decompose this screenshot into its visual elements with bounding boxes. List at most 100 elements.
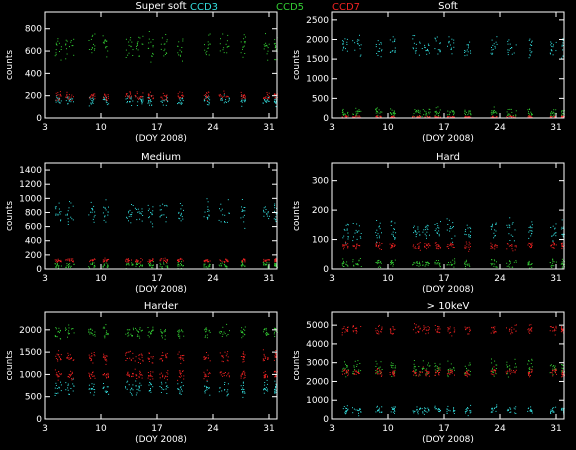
data-point-ccd3 (466, 44, 468, 46)
data-point-ccd3 (343, 235, 345, 237)
data-point-ccd3 (65, 214, 67, 216)
data-point-ccd5 (266, 332, 267, 334)
data-point-ccd3 (425, 235, 427, 237)
data-point-ccd3 (242, 387, 244, 389)
data-point-ccd5 (375, 108, 377, 110)
data-point-ccd7 (347, 116, 349, 118)
data-point-ccd3 (207, 206, 209, 208)
data-point-ccd5 (435, 365, 437, 366)
data-point-ccd7 (427, 371, 429, 373)
data-point-ccd5 (94, 331, 96, 333)
data-point-ccd7 (224, 351, 226, 353)
data-point-ccd7 (389, 374, 391, 376)
data-point-ccd5 (390, 262, 392, 263)
data-point-ccd3 (220, 210, 222, 212)
data-point-ccd5 (265, 333, 267, 335)
data-point-ccd7 (468, 374, 470, 376)
data-point-ccd3 (67, 221, 69, 223)
data-point-ccd7 (59, 91, 61, 93)
data-point-ccd5 (506, 265, 508, 267)
data-point-ccd3 (88, 214, 90, 216)
data-point-ccd3 (344, 229, 346, 231)
data-point-ccd5 (426, 372, 428, 373)
data-point-ccd3 (427, 407, 429, 409)
data-point-ccd7 (550, 245, 552, 247)
y-tick-label: 0 (323, 265, 329, 275)
data-point-ccd7 (149, 375, 151, 377)
data-point-ccd7 (221, 355, 223, 357)
data-point-ccd7 (59, 356, 61, 358)
data-point-ccd5 (495, 368, 497, 369)
data-point-ccd5 (55, 266, 56, 268)
data-point-ccd7 (454, 116, 455, 118)
data-point-ccd5 (152, 45, 154, 46)
data-point-ccd3 (554, 228, 556, 230)
data-point-ccd3 (413, 227, 414, 229)
data-point-ccd7 (552, 330, 554, 332)
data-point-ccd5 (208, 329, 210, 331)
x-axis-label-3: (DOY 2008) (135, 285, 187, 295)
data-point-ccd3 (562, 40, 564, 42)
data-point-ccd7 (493, 366, 495, 368)
data-point-ccd3 (353, 236, 354, 238)
data-point-ccd3 (425, 49, 427, 51)
data-point-ccd7 (425, 375, 427, 377)
data-point-ccd3 (224, 101, 226, 103)
data-point-ccd3 (68, 100, 70, 102)
data-point-ccd7 (221, 260, 223, 262)
data-point-ccd7 (152, 357, 154, 359)
x-tick-label: 24 (494, 424, 506, 434)
data-point-ccd3 (127, 101, 128, 102)
data-point-ccd3 (439, 410, 441, 412)
y-tick-label: 3000 (306, 359, 329, 369)
data-point-ccd3 (434, 37, 436, 39)
data-point-ccd7 (275, 371, 277, 373)
data-point-ccd3 (224, 221, 225, 222)
data-point-ccd3 (183, 209, 184, 211)
data-point-ccd3 (149, 100, 151, 102)
data-point-ccd7 (265, 260, 267, 262)
data-point-ccd7 (380, 116, 382, 118)
data-point-ccd7 (56, 372, 58, 374)
data-point-ccd3 (203, 216, 205, 218)
data-point-ccd7 (562, 332, 564, 334)
data-point-ccd3 (94, 391, 96, 393)
data-point-ccd5 (262, 262, 264, 263)
data-point-ccd3 (446, 218, 448, 220)
data-point-ccd5 (92, 263, 93, 265)
data-point-ccd7 (413, 374, 415, 376)
data-point-ccd7 (381, 328, 383, 330)
data-point-ccd7 (490, 370, 492, 372)
data-point-ccd3 (59, 102, 61, 104)
data-point-ccd3 (392, 50, 394, 52)
data-point-ccd3 (274, 100, 275, 102)
data-point-ccd3 (377, 410, 378, 412)
data-point-ccd3 (491, 408, 493, 410)
y-tick-label: 0 (323, 114, 329, 124)
data-point-ccd7 (107, 95, 109, 97)
data-point-ccd5 (94, 335, 96, 337)
data-point-ccd7 (447, 246, 449, 248)
data-point-ccd5 (376, 261, 378, 263)
data-point-ccd7 (148, 97, 150, 99)
data-point-ccd3 (342, 43, 344, 45)
data-point-ccd3 (561, 219, 563, 221)
data-point-ccd5 (550, 265, 552, 267)
data-point-ccd3 (357, 39, 359, 41)
data-point-ccd3 (438, 410, 440, 412)
data-point-ccd5 (490, 112, 492, 114)
data-point-ccd3 (240, 101, 242, 102)
data-point-ccd7 (264, 376, 266, 378)
data-point-ccd5 (242, 56, 244, 58)
data-point-ccd7 (104, 93, 106, 95)
data-point-ccd7 (468, 370, 470, 372)
data-point-ccd5 (131, 264, 133, 266)
data-point-ccd5 (562, 113, 564, 115)
data-point-ccd7 (103, 355, 105, 357)
data-point-ccd5 (391, 365, 393, 367)
data-point-ccd5 (422, 109, 424, 111)
data-point-ccd7 (375, 245, 377, 247)
data-point-ccd3 (181, 390, 183, 392)
data-point-ccd3 (470, 50, 471, 52)
data-point-ccd5 (131, 41, 133, 43)
